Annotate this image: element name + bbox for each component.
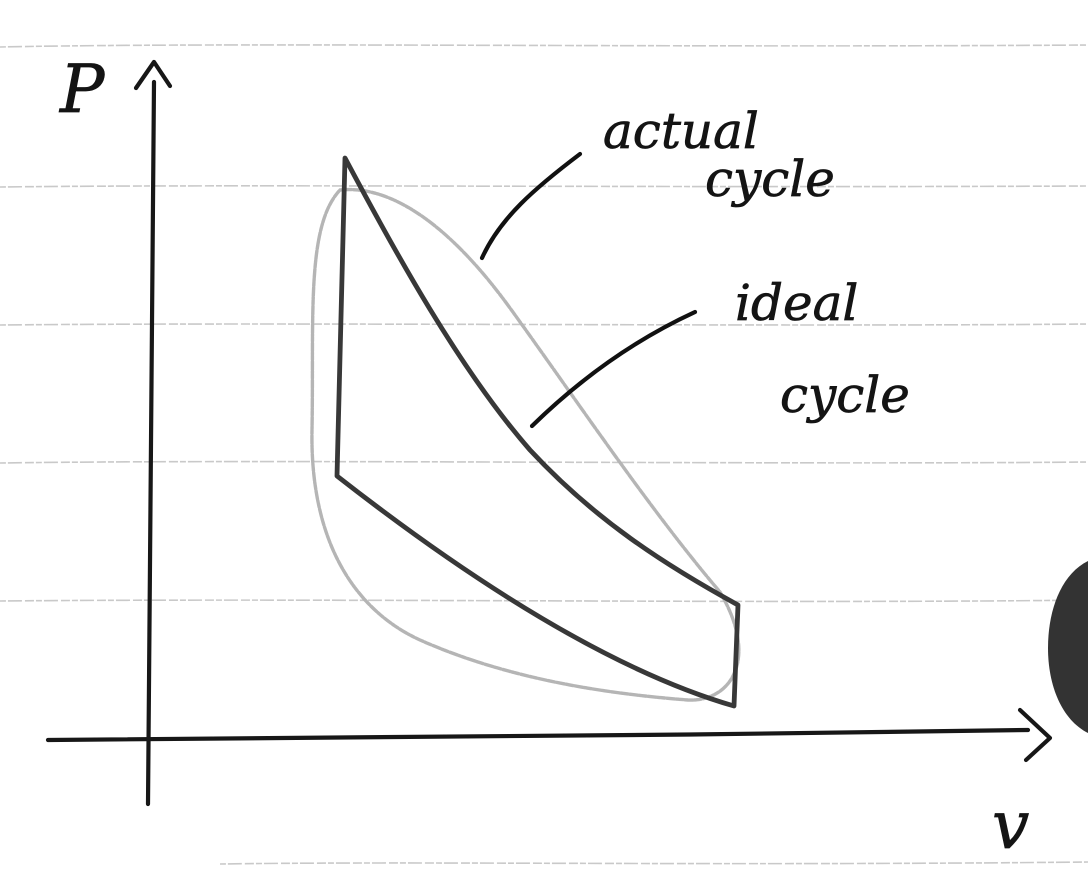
x-axis [45, 727, 1031, 743]
ideal-cycle-curve [334, 155, 741, 709]
ruled-line [0, 599, 1088, 603]
ruled-line [0, 44, 1088, 48]
x-axis-arrow [1017, 707, 1053, 763]
annotations: actual cycle ideal cycle [479, 102, 910, 429]
ruled-paper [0, 44, 1088, 865]
x-axis-label: v [992, 787, 1029, 864]
y-axis-label: P [59, 51, 106, 128]
ideal-cycle-leader [529, 309, 698, 429]
actual-cycle-curve [310, 187, 741, 702]
ruled-line [0, 460, 1088, 464]
actual-cycle-label-line2: cycle [705, 150, 835, 208]
overlay-button[interactable] [1048, 561, 1088, 733]
ruled-line [0, 323, 1088, 326]
y-axis-arrow [133, 59, 173, 91]
actual-cycle-leader [479, 151, 583, 261]
axes: P v [45, 51, 1053, 864]
y-axis [145, 79, 157, 807]
ideal-cycle-label-line1: ideal [735, 274, 858, 332]
ideal-cycle-label-line2: cycle [780, 366, 910, 424]
actual-cycle-label-line1: actual [603, 102, 759, 160]
ruled-line [219, 861, 1088, 865]
ruled-line [0, 185, 1088, 188]
